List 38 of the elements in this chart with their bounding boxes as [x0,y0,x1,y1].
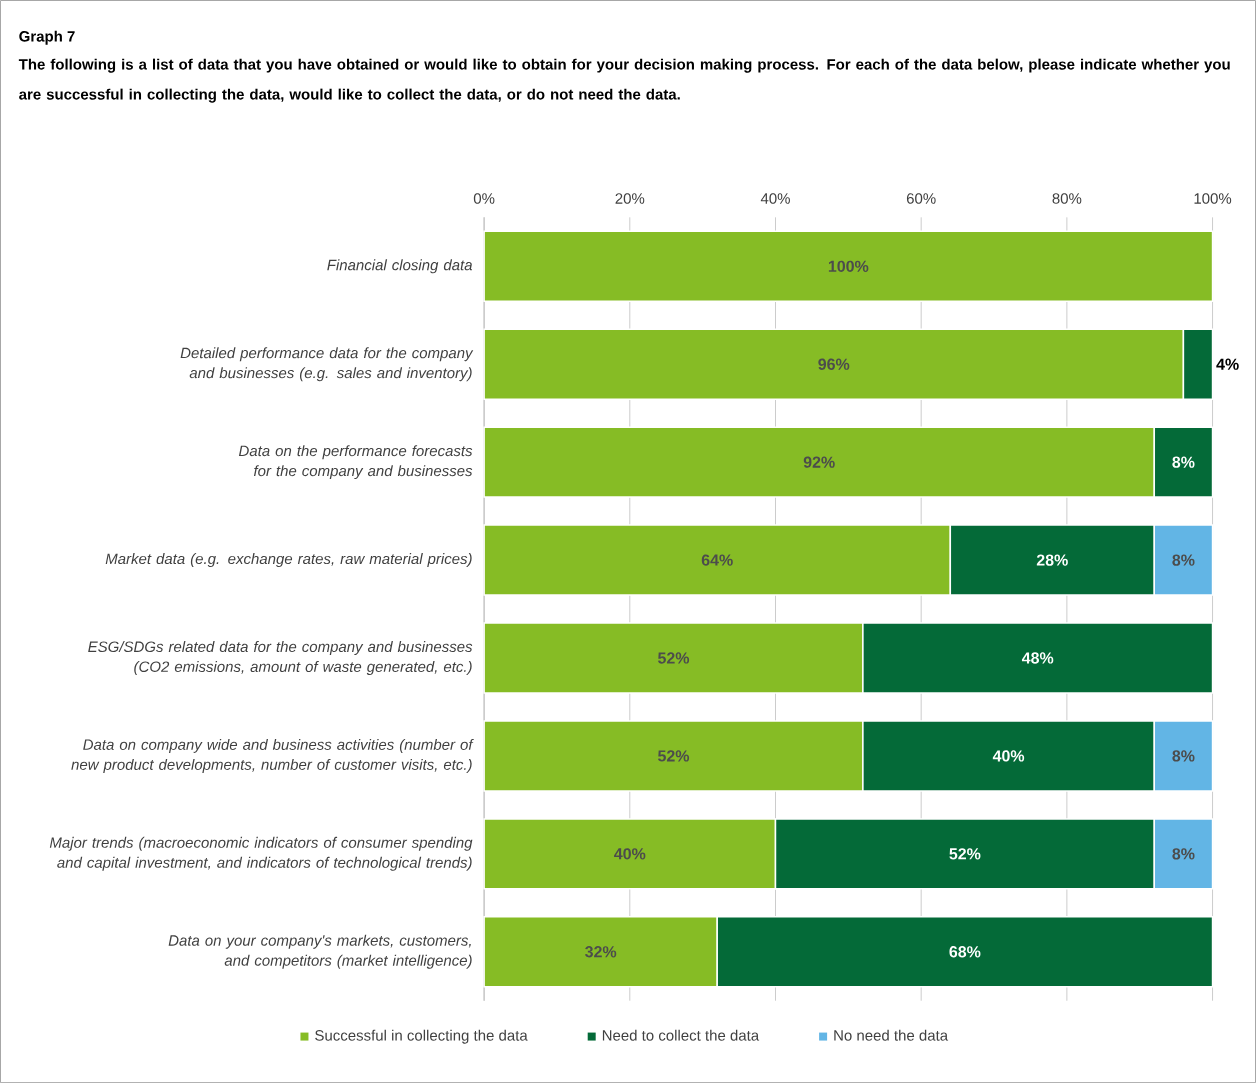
y-tick-label: Market data (e.g. exchange rates, raw material prices) [105,553,472,567]
x-tick-label: 80% [1052,193,1082,204]
text: Graph 7 [19,30,75,45]
x-tick-label: 40% [760,193,790,204]
data-label: 28% [1036,554,1068,566]
x-tick-label: 100% [1194,193,1232,204]
data-label: 52% [949,848,981,860]
y-tick-label: Data on company wide and business activities (number of new product developments, number of customer visits, etc.) [71,738,474,773]
legend-label: No need the data [834,1029,949,1041]
chart-subtitle: The following is a list of data that you have obtained or would like to obtain for your decision making process. For each of the data below, please indicate whether you are successful in collecting the data, would like to collect the data, or do not need the data. [18,58,1230,103]
y-tick-label: Data on the performance forecasts for the company and businesses [238,445,473,480]
data-label: 8% [1172,848,1195,860]
y-tick-label: Financial closing data [327,259,473,274]
data-label: 8% [1172,456,1195,468]
data-label: 52% [658,750,690,762]
data-label: 100% [828,260,869,272]
bar [483,230,1214,302]
y-tick-label: ESG/SDGs related data for the company and businesses (CO2 emissions, amount of waste generated, etc.) [88,640,473,675]
data-label: 8% [1172,750,1195,762]
legend-label: Need to collect the data [602,1029,760,1041]
x-tick-label: 0% [473,193,495,204]
data-label: 64% [701,554,733,566]
data-label: 48% [1021,652,1054,664]
data-label: 92% [803,456,835,468]
text: Successful in collecting the data [315,1029,528,1044]
data-label: 96% [818,358,850,370]
y-tick-label: Data on your company's markets, customers, and competitors (market intelligence) [168,934,472,969]
data-label: 68% [949,946,981,958]
data-label: 4% [1216,358,1239,370]
x-tick-label: 20% [615,193,645,204]
y-tick-label: Major trends (macroeconomic indicators of consumer spending and capital investment, and indicators of technological trends) [49,836,473,871]
data-label: 52% [658,652,690,664]
data-label: 8% [1172,554,1195,566]
x-tick-label: 60% [906,193,936,204]
data-label: 40% [992,750,1025,762]
data-label: 32% [585,946,617,958]
data-label: 40% [614,848,646,860]
y-tick-label: Detailed performance data for the company and businesses (e.g. sales and inventory) [180,347,474,382]
